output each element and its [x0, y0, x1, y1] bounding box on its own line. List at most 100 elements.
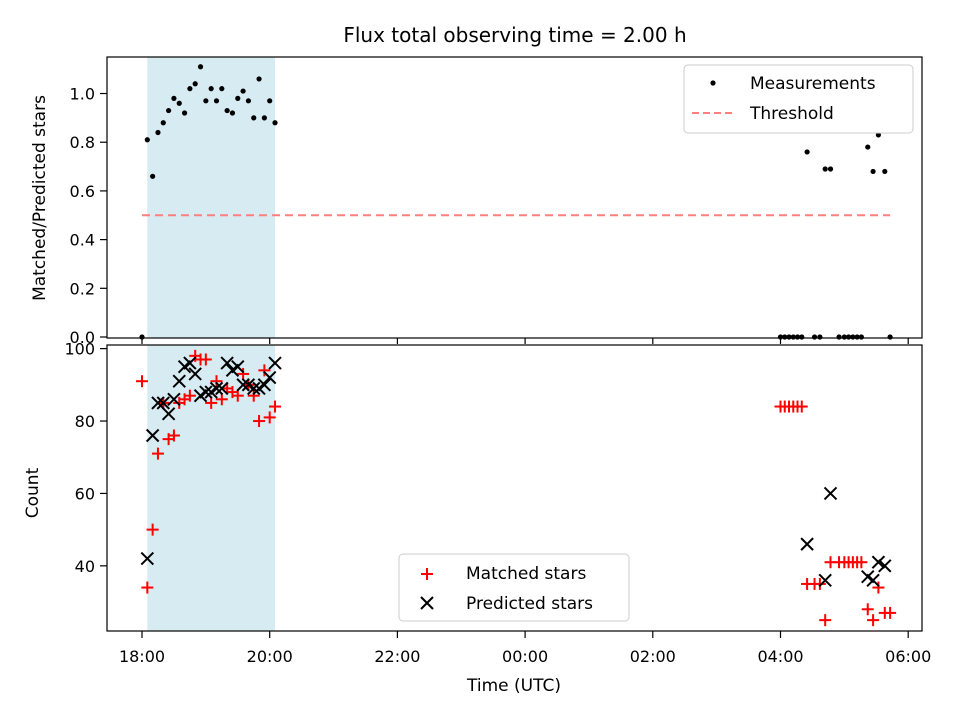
bottom-y-tick-label: 40	[75, 557, 95, 576]
predicted-star-point	[183, 356, 197, 370]
top-x-ticks	[141, 338, 909, 344]
x-tick-label: 18:00	[119, 647, 165, 666]
matched-star-point	[247, 389, 260, 402]
matched-star-point	[199, 353, 212, 366]
x-axis-label: Time (UTC)	[466, 676, 561, 696]
top-legend-box	[683, 64, 914, 134]
matched-star-point	[237, 367, 250, 380]
bottom-y-axis-label: Count	[23, 467, 43, 518]
matched-stars-series	[136, 349, 897, 627]
bottom-legend: Matched stars Predicted stars	[398, 553, 630, 622]
measurement-point	[811, 334, 818, 340]
measurement-point	[817, 334, 823, 340]
measurement-point	[197, 64, 204, 70]
matched-star-point	[167, 429, 180, 442]
matched-star-point	[151, 447, 164, 460]
matched-star-point	[258, 364, 271, 377]
measurement-point	[804, 149, 810, 155]
predicted-star-point	[247, 381, 261, 396]
measurement-point	[176, 100, 182, 106]
measurement-point	[256, 76, 262, 82]
bottom-axes-frame	[106, 344, 923, 632]
measurement-point	[155, 129, 161, 136]
matched-star-point	[819, 614, 832, 627]
predicted-star-point	[823, 486, 838, 501]
measurement-point	[887, 334, 893, 340]
legend-matched-label: Matched stars	[466, 564, 586, 584]
top-legend: Measurements Threshold	[683, 64, 914, 134]
measurement-point	[822, 166, 828, 172]
measurement-point	[181, 110, 188, 116]
legend-predicted-marker	[420, 596, 434, 610]
matched-star-point	[861, 603, 874, 616]
x-tick-label: 00:00	[502, 647, 548, 666]
x-tick-label: 22:00	[374, 647, 420, 666]
measurement-point	[144, 137, 150, 143]
measurement-point	[261, 115, 267, 121]
top-y-tick-label: 0.2	[70, 279, 95, 298]
predicted-star-point	[268, 356, 282, 370]
matched-star-point	[136, 375, 148, 388]
bottom-panel: 40 60 80 100 18:00 20:00 22:00 00:00 02:00 04:00…	[23, 340, 931, 696]
predicted-stars-series	[140, 356, 892, 588]
top-shaded-region	[147, 57, 276, 338]
predicted-star-point	[145, 428, 160, 443]
predicted-star-point	[209, 381, 224, 396]
predicted-star-point	[161, 407, 176, 421]
measurement-point	[267, 98, 273, 104]
bottom-y-tick-label: 60	[75, 484, 95, 503]
bottom-y-tick-label: 100	[64, 340, 95, 359]
top-panel: 0.0 0.2 0.4 0.6 0.8 1.0 Matched/Predicted sta…	[30, 56, 923, 347]
top-y-tick-label: 0.8	[70, 133, 95, 152]
measurement-point	[251, 115, 257, 121]
matched-star-point	[183, 389, 196, 402]
measurement-point	[858, 334, 864, 340]
x-tick-label: 06:00	[885, 647, 931, 666]
top-y-tick-label: 0.6	[70, 182, 95, 201]
top-y-ticks: 0.0 0.2 0.4 0.6 0.8 1.0	[70, 85, 107, 347]
predicted-star-point	[257, 378, 272, 392]
predicted-star-point	[156, 396, 170, 410]
measurement-point	[229, 110, 236, 116]
measurement-point	[213, 98, 220, 104]
predicted-star-point	[167, 392, 181, 407]
measurement-point	[219, 86, 225, 92]
matched-star-point	[141, 581, 154, 594]
measurement-point	[192, 81, 198, 87]
matched-star-point	[146, 523, 159, 536]
x-tick-label: 02:00	[630, 647, 676, 666]
matched-star-point	[210, 375, 223, 388]
bottom-x-ticks: 18:00 20:00 22:00 00:00 02:00 04:00 06:00	[119, 631, 931, 666]
measurement-point	[827, 166, 834, 172]
predicted-star-point	[188, 367, 202, 381]
chart-title: Flux total observing time = 2.00 h	[343, 23, 686, 47]
measurement-point	[882, 168, 888, 175]
predicted-star-point	[199, 385, 213, 399]
predicted-star-point	[140, 551, 155, 566]
predicted-star-point	[878, 559, 892, 573]
x-tick-label: 04:00	[757, 647, 803, 666]
measurement-point	[150, 173, 156, 179]
matched-star-point	[205, 396, 218, 409]
top-y-tick-label: 0.0	[70, 328, 95, 347]
measurement-point	[272, 120, 278, 126]
top-y-axis-label: Matched/Predicted stars	[30, 95, 50, 301]
bottom-legend-box	[398, 553, 630, 622]
matched-star-point	[872, 581, 885, 594]
top-y-tick-label: 0.4	[70, 231, 95, 250]
measurement-point	[875, 132, 882, 138]
matched-star-point	[215, 393, 228, 406]
predicted-star-point	[215, 381, 229, 396]
measurement-point	[224, 107, 230, 114]
legend-threshold-label: Threshold	[749, 104, 834, 124]
measurement-point	[836, 334, 842, 340]
measurement-point	[203, 98, 209, 104]
predicted-star-point	[151, 396, 165, 410]
bottom-y-tick-label: 80	[75, 412, 95, 431]
measurement-point	[865, 144, 871, 150]
predicted-star-point	[866, 573, 880, 588]
bottom-y-ticks: 40 60 80 100	[64, 340, 107, 576]
measurement-point	[235, 95, 241, 101]
measurement-point	[208, 86, 214, 92]
